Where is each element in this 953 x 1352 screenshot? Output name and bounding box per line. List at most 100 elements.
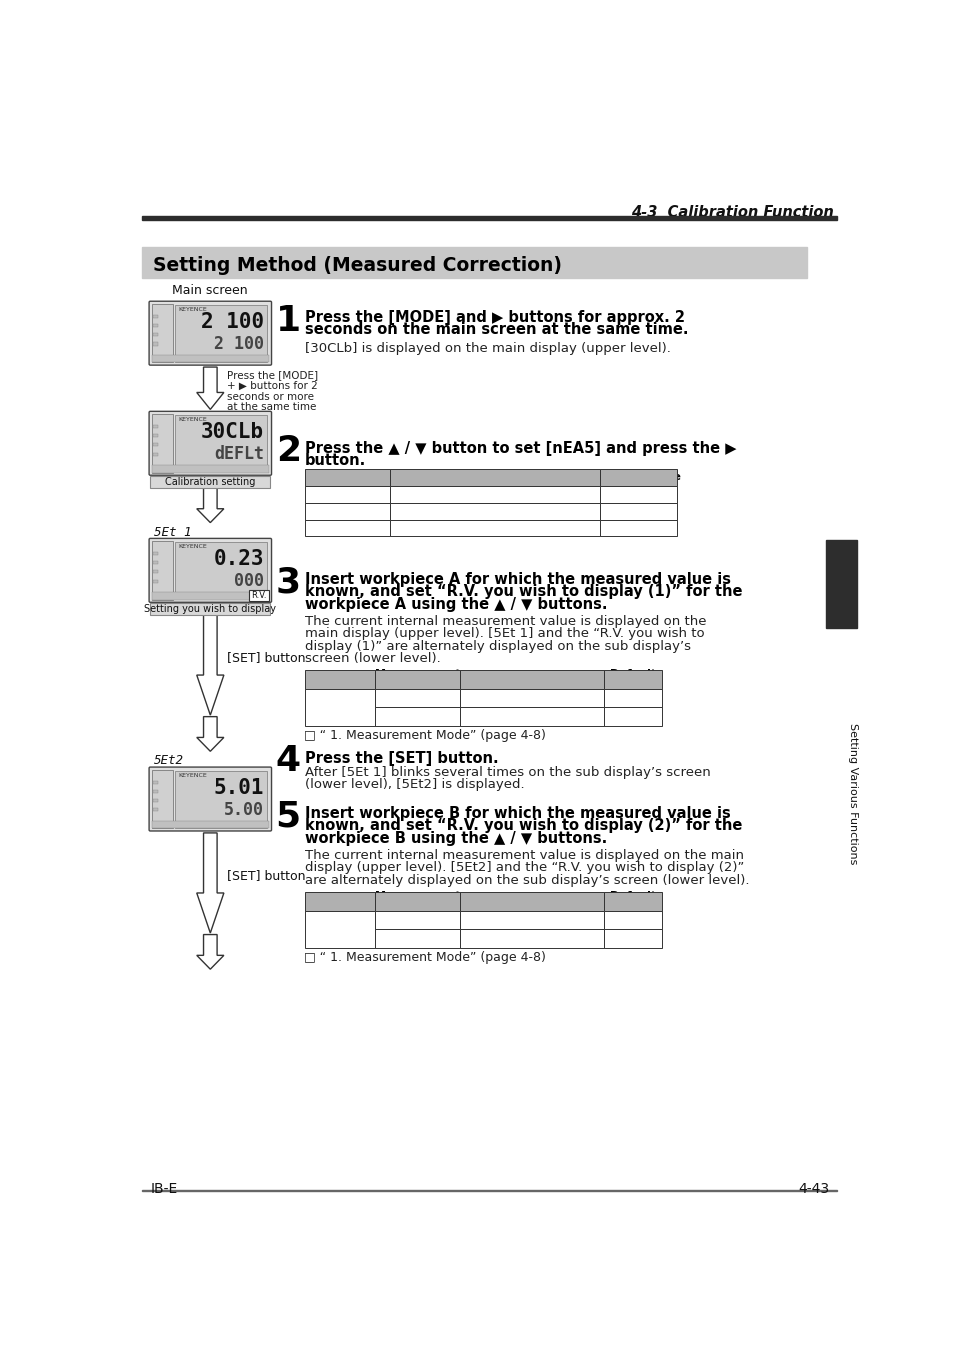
Text: Default
value: Default value bbox=[609, 669, 655, 691]
Text: LoG c: LoG c bbox=[331, 523, 364, 533]
Bar bbox=[305, 485, 390, 503]
Bar bbox=[152, 821, 269, 829]
Bar bbox=[825, 539, 856, 629]
Text: Default
value: Default value bbox=[609, 891, 655, 913]
Text: 0.000: 0.000 bbox=[617, 711, 648, 722]
Text: Setting value: Setting value bbox=[306, 472, 389, 483]
Text: Logical correction: Logical correction bbox=[445, 523, 544, 533]
Bar bbox=[603, 690, 661, 707]
Text: display (1)” are alternately displayed on the sub display’s: display (1)” are alternately displayed o… bbox=[305, 639, 691, 653]
Text: No correction (Default setting): No correction (Default setting) bbox=[410, 489, 579, 499]
Bar bbox=[603, 929, 661, 948]
FancyBboxPatch shape bbox=[149, 301, 272, 365]
Text: Measurement
mode: Measurement mode bbox=[375, 669, 460, 691]
Text: are alternately displayed on the sub display’s screen (lower level).: are alternately displayed on the sub dis… bbox=[305, 873, 749, 887]
Text: IB-E: IB-E bbox=[150, 1183, 177, 1197]
Text: Dimension mode: Dimension mode bbox=[370, 711, 464, 722]
Text: Setting range: Setting range bbox=[489, 675, 574, 684]
Bar bbox=[603, 911, 661, 929]
Bar bbox=[603, 671, 661, 690]
Bar bbox=[375, 892, 459, 911]
Text: display (upper level). [5Et2] and the “R.V. you wish to display (2)”: display (upper level). [5Et2] and the “R… bbox=[305, 861, 744, 875]
Text: 30CLb: 30CLb bbox=[201, 422, 264, 442]
Text: known, and set “R.V. you wish to display (2)” for the: known, and set “R.V. you wish to display… bbox=[305, 818, 741, 833]
Text: 100.00: 100.00 bbox=[613, 915, 651, 925]
Text: □ “ 1. Measurement Mode” (page 4-8): □ “ 1. Measurement Mode” (page 4-8) bbox=[303, 729, 545, 742]
Text: Press the ▲ / ▼ button to set [nEA5] and press the ▶: Press the ▲ / ▼ button to set [nEA5] and… bbox=[305, 441, 736, 456]
Bar bbox=[459, 690, 603, 707]
Text: 2: 2 bbox=[275, 434, 300, 468]
Bar bbox=[174, 542, 267, 599]
Text: The current internal measurement value is displayed on the main: The current internal measurement value i… bbox=[305, 849, 743, 863]
Text: Press the [MODE] and ▶ buttons for approx. 2: Press the [MODE] and ▶ buttons for appro… bbox=[305, 310, 684, 324]
Text: 4-3  Calibration Function: 4-3 Calibration Function bbox=[630, 204, 833, 219]
Text: KEYENCE: KEYENCE bbox=[178, 544, 207, 549]
Bar bbox=[153, 315, 158, 318]
Text: - 99.999 to 99.999: - 99.999 to 99.999 bbox=[479, 711, 583, 722]
Bar bbox=[174, 415, 267, 472]
Text: 0.23: 0.23 bbox=[213, 549, 264, 569]
Text: - 99.999 to 99.999: - 99.999 to 99.999 bbox=[479, 933, 583, 944]
Text: Main screen: Main screen bbox=[172, 284, 248, 297]
Text: KEYENCE: KEYENCE bbox=[178, 773, 207, 777]
Text: 5.00: 5.00 bbox=[224, 802, 264, 819]
Text: dEFLt: dEFLt bbox=[214, 445, 264, 464]
Bar bbox=[599, 503, 677, 519]
FancyBboxPatch shape bbox=[149, 411, 272, 476]
Text: Item: Item bbox=[326, 675, 354, 684]
Bar bbox=[249, 591, 269, 602]
Text: 5Et 1: 5Et 1 bbox=[154, 526, 192, 538]
Text: Setting Various Functions: Setting Various Functions bbox=[847, 723, 858, 864]
Text: Calibration setting: Calibration setting bbox=[165, 477, 255, 487]
Text: at the same time: at the same time bbox=[227, 403, 316, 412]
Text: Setting Method (Measured Correction): Setting Method (Measured Correction) bbox=[153, 256, 561, 276]
Text: Measurement
mode: Measurement mode bbox=[375, 891, 460, 913]
Text: Item: Item bbox=[326, 896, 354, 906]
Text: seconds on the main screen at the same time.: seconds on the main screen at the same t… bbox=[305, 322, 688, 338]
Text: Description: Description bbox=[458, 472, 531, 483]
Text: ○: ○ bbox=[633, 489, 642, 499]
Bar bbox=[174, 771, 267, 827]
Bar bbox=[599, 519, 677, 537]
Bar bbox=[152, 304, 173, 362]
Text: workpiece B using the ▲ / ▼ buttons.: workpiece B using the ▲ / ▼ buttons. bbox=[305, 830, 607, 845]
Text: 2 100: 2 100 bbox=[214, 335, 264, 353]
Bar bbox=[603, 707, 661, 726]
Text: Dimension mode: Dimension mode bbox=[370, 933, 464, 944]
Bar bbox=[153, 790, 158, 792]
Bar bbox=[459, 892, 603, 911]
Bar bbox=[152, 541, 173, 599]
Bar bbox=[153, 333, 158, 337]
Text: + ▶ buttons for 2: + ▶ buttons for 2 bbox=[227, 381, 317, 391]
Text: R.V. you
wish to
display (2): R.V. you wish to display (2) bbox=[311, 913, 369, 946]
Bar bbox=[305, 911, 375, 948]
Text: Press the [SET] button.: Press the [SET] button. bbox=[305, 750, 498, 765]
Text: 4: 4 bbox=[831, 569, 850, 598]
Text: seconds or more: seconds or more bbox=[227, 392, 314, 402]
Bar bbox=[153, 443, 158, 446]
Text: workpiece A using the ▲ / ▼ buttons.: workpiece A using the ▲ / ▼ buttons. bbox=[305, 596, 607, 611]
Text: □ “ 1. Measurement Mode” (page 4-8): □ “ 1. Measurement Mode” (page 4-8) bbox=[303, 950, 545, 964]
Bar bbox=[390, 469, 599, 485]
Text: R.V. you
wish to
display (1): R.V. you wish to display (1) bbox=[311, 691, 369, 725]
Text: [SET] button: [SET] button bbox=[227, 869, 306, 882]
Bar bbox=[152, 592, 269, 599]
Text: 10.000: 10.000 bbox=[613, 933, 651, 944]
Bar bbox=[153, 561, 158, 564]
FancyBboxPatch shape bbox=[149, 538, 272, 602]
Bar bbox=[152, 769, 173, 829]
Text: 3: 3 bbox=[275, 565, 300, 599]
Text: button.: button. bbox=[305, 453, 366, 468]
Bar bbox=[305, 892, 375, 911]
Bar bbox=[152, 414, 173, 473]
Text: screen (lower level).: screen (lower level). bbox=[305, 652, 440, 665]
Bar bbox=[153, 571, 158, 573]
Text: % mode: % mode bbox=[395, 694, 440, 703]
Polygon shape bbox=[196, 717, 224, 752]
Text: main display (upper level). [5Et 1] and the “R.V. you wish to: main display (upper level). [5Et 1] and … bbox=[305, 627, 704, 641]
Text: KEYENCE: KEYENCE bbox=[178, 418, 207, 422]
Bar bbox=[153, 434, 158, 437]
Bar bbox=[390, 503, 599, 519]
Bar bbox=[150, 476, 270, 488]
Bar bbox=[459, 707, 603, 726]
